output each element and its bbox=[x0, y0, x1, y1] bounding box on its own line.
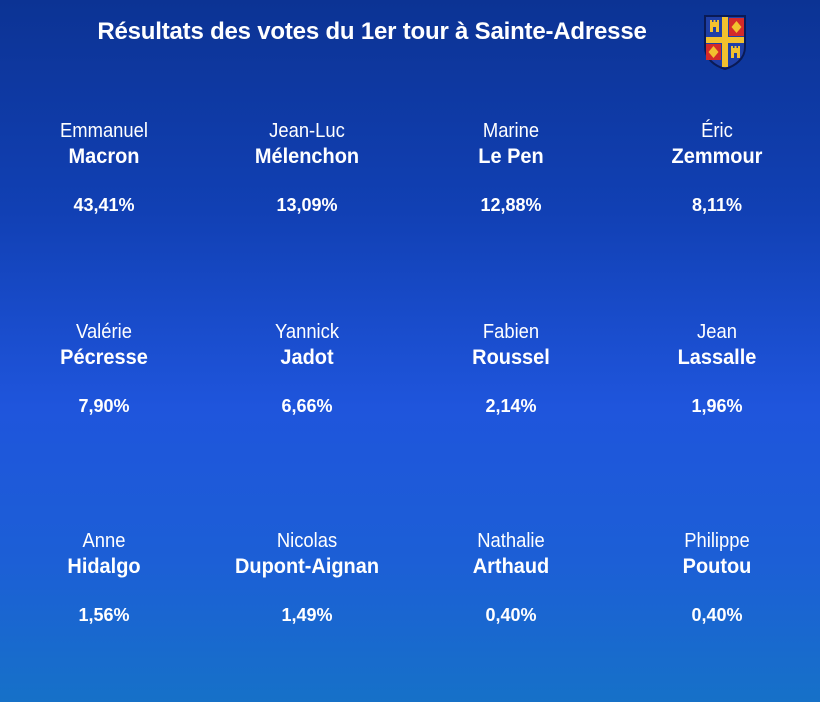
candidate-last-name: Arthaud bbox=[472, 555, 550, 578]
coat-of-arms-icon bbox=[704, 15, 746, 71]
candidate-last-name: Le Pen bbox=[478, 145, 544, 168]
candidate-card: Fabien Roussel 2,14% bbox=[411, 319, 611, 418]
candidate-last-name: Zemmour bbox=[671, 145, 763, 168]
candidate-card: Philippe Poutou 0,40% bbox=[617, 528, 817, 627]
candidate-first-name: Nicolas bbox=[276, 530, 338, 552]
candidate-card: Jean Lassalle 1,96% bbox=[617, 319, 817, 418]
candidate-percentage: 43,41% bbox=[73, 195, 135, 215]
candidate-first-name: Jean bbox=[697, 321, 737, 343]
candidate-first-name: Anne bbox=[82, 530, 126, 552]
page-title: Résultats des votes du 1er tour à Sainte… bbox=[97, 18, 647, 45]
candidate-card: Nathalie Arthaud 0,40% bbox=[411, 528, 611, 627]
candidate-card: Jean-Luc Mélenchon 13,09% bbox=[207, 118, 407, 217]
candidate-first-name: Nathalie bbox=[477, 530, 545, 552]
candidate-first-name: Emmanuel bbox=[60, 120, 148, 142]
candidate-first-name: Jean-Luc bbox=[269, 120, 345, 142]
candidate-card: Anne Hidalgo 1,56% bbox=[4, 528, 204, 627]
candidate-percentage: 7,90% bbox=[78, 396, 130, 416]
candidate-last-name: Hidalgo bbox=[67, 555, 141, 578]
candidate-card: Yannick Jadot 6,66% bbox=[207, 319, 407, 418]
candidate-last-name: Dupont-Aignan bbox=[234, 555, 380, 578]
candidate-percentage: 12,88% bbox=[480, 195, 542, 215]
candidate-card: Marine Le Pen 12,88% bbox=[411, 118, 611, 217]
candidate-card: Valérie Pécresse 7,90% bbox=[4, 319, 204, 418]
candidate-percentage: 1,96% bbox=[691, 396, 743, 416]
candidate-last-name: Mélenchon bbox=[254, 145, 360, 168]
candidate-card: Nicolas Dupont-Aignan 1,49% bbox=[207, 528, 407, 627]
candidate-first-name: Éric bbox=[701, 120, 733, 142]
candidate-first-name: Valérie bbox=[76, 321, 132, 343]
candidate-percentage: 2,14% bbox=[485, 396, 537, 416]
candidate-last-name: Macron bbox=[68, 145, 140, 168]
candidate-last-name: Lassalle bbox=[677, 346, 757, 369]
candidate-percentage: 1,49% bbox=[281, 605, 333, 625]
candidate-card: Emmanuel Macron 43,41% bbox=[4, 118, 204, 217]
candidate-card: Éric Zemmour 8,11% bbox=[617, 118, 817, 217]
candidate-percentage: 13,09% bbox=[276, 195, 338, 215]
header: Résultats des votes du 1er tour à Sainte… bbox=[0, 0, 820, 80]
candidate-first-name: Marine bbox=[482, 120, 540, 142]
candidate-last-name: Jadot bbox=[280, 346, 334, 369]
candidate-first-name: Yannick bbox=[274, 321, 340, 343]
candidate-percentage: 8,11% bbox=[691, 195, 743, 215]
candidate-percentage: 1,56% bbox=[78, 605, 130, 625]
candidate-percentage: 6,66% bbox=[281, 396, 333, 416]
candidate-percentage: 0,40% bbox=[485, 605, 537, 625]
candidate-percentage: 0,40% bbox=[691, 605, 743, 625]
candidate-first-name: Fabien bbox=[482, 321, 540, 343]
candidate-last-name: Poutou bbox=[682, 555, 752, 578]
candidate-last-name: Pécresse bbox=[60, 346, 148, 369]
candidate-first-name: Philippe bbox=[684, 530, 750, 552]
candidate-last-name: Roussel bbox=[472, 346, 550, 369]
